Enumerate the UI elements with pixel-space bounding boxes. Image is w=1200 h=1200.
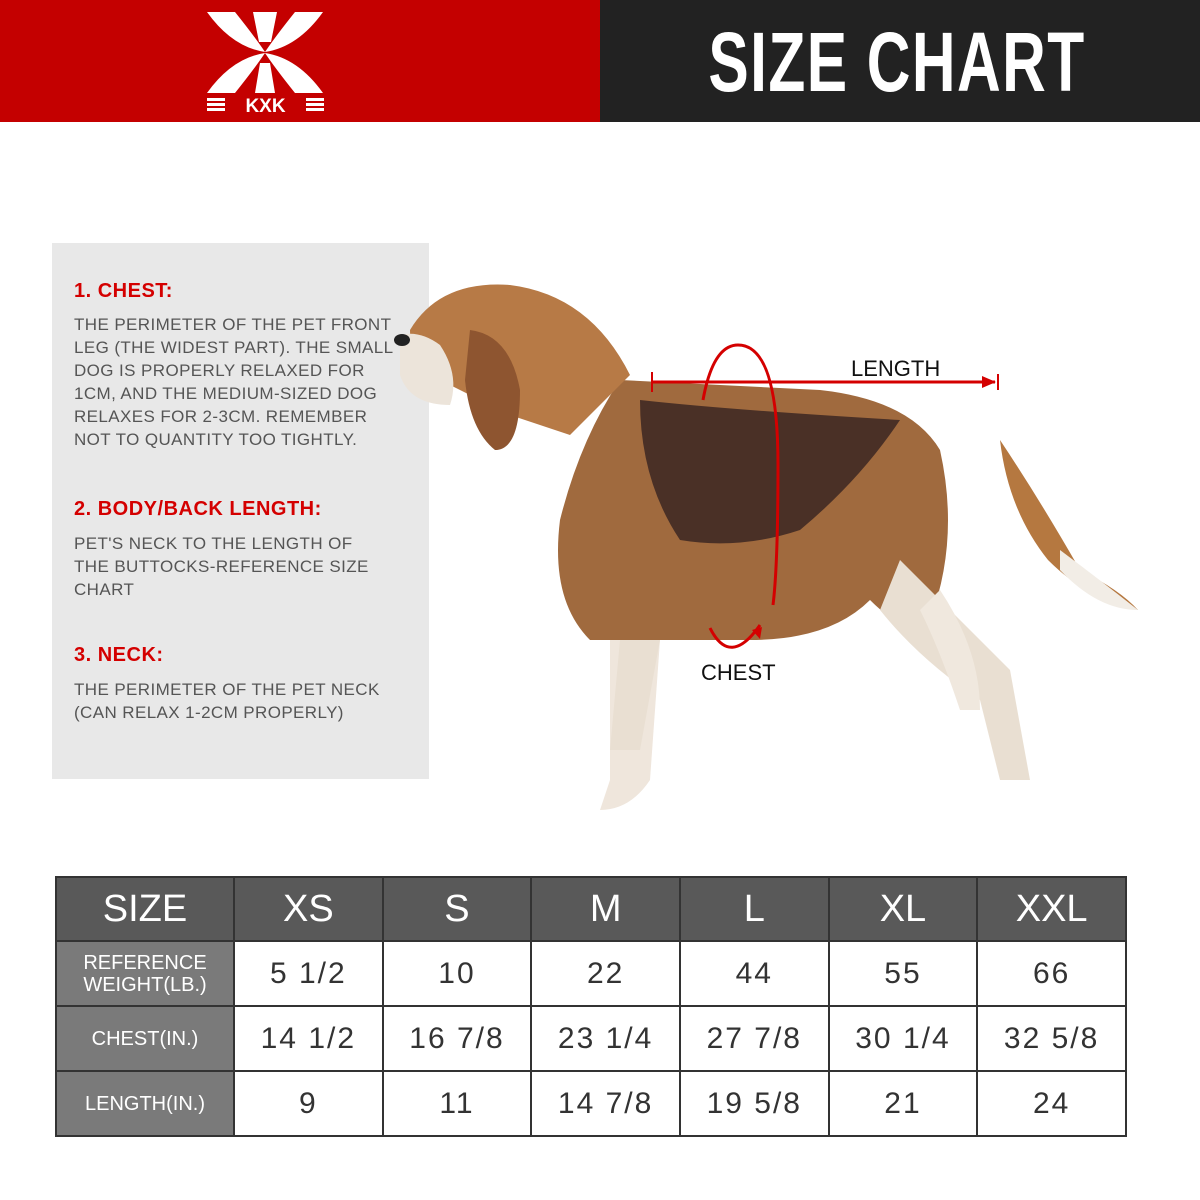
cell: 21	[827, 1070, 979, 1137]
measurement-guide-panel	[52, 243, 429, 779]
row-label-weight: REFERENCE WEIGHT(LB.)	[55, 940, 235, 1007]
table-header-row: SIZE XS S M L XL XXL	[55, 876, 1127, 942]
cell: 22	[530, 940, 681, 1007]
row-label-length: LENGTH(IN.)	[55, 1070, 235, 1137]
row-label-chest: CHEST(IN.)	[55, 1005, 235, 1072]
chest-heading: 1. CHEST:	[74, 280, 173, 302]
cell: 11	[381, 1070, 533, 1137]
cell: 44	[678, 940, 830, 1007]
neck-description: THE PERIMETER OF THE PET NECK (CAN RELAX…	[74, 680, 380, 722]
chest-label: CHEST	[701, 660, 776, 685]
cell: 30 1/4	[827, 1005, 979, 1072]
cell: 23 1/4	[530, 1005, 681, 1072]
cell: 5 1/2	[233, 940, 384, 1007]
header-xs: XS	[233, 876, 384, 942]
header-l: L	[678, 876, 830, 942]
cell: 9	[233, 1070, 384, 1137]
kxk-logo: KXK	[207, 12, 324, 115]
length-label: LENGTH	[851, 356, 941, 381]
neck-heading: 3. NECK:	[74, 644, 164, 666]
size-chart-table: SIZE XS S M L XL XXL REFERENCE WEIGHT(LB…	[55, 876, 1127, 1137]
cell: 27 7/8	[678, 1005, 830, 1072]
dog-illustration	[394, 284, 1138, 810]
length-heading: 2. BODY/BACK LENGTH:	[74, 498, 322, 520]
cell: 55	[827, 940, 979, 1007]
header-s: S	[381, 876, 533, 942]
table-row: LENGTH(IN.) 9 11 14 7/8 19 5/8 21 24	[55, 1070, 1127, 1137]
page-title: SIZE CHART	[708, 15, 1086, 109]
cell: 24	[976, 1070, 1127, 1137]
cell: 14 1/2	[233, 1005, 384, 1072]
svg-text:KXK: KXK	[245, 96, 285, 115]
header-m: M	[530, 876, 681, 942]
cell: 19 5/8	[678, 1070, 830, 1137]
header-xl: XL	[827, 876, 979, 942]
cell: 66	[976, 940, 1127, 1007]
header-size: SIZE	[55, 876, 235, 942]
chest-description: THE PERIMETER OF THE PET FRONT LEG (THE …	[74, 315, 394, 449]
length-description: PET'S NECK TO THE LENGTH OF THE BUTTOCKS…	[74, 534, 369, 599]
cell: 14 7/8	[530, 1070, 681, 1137]
table-row: CHEST(IN.) 14 1/2 16 7/8 23 1/4 27 7/8 3…	[55, 1005, 1127, 1072]
cell: 10	[381, 940, 533, 1007]
header-title-band	[600, 0, 1200, 122]
table-row: REFERENCE WEIGHT(LB.) 5 1/2 10 22 44 55 …	[55, 940, 1127, 1007]
cell: 16 7/8	[381, 1005, 533, 1072]
header-xxl: XXL	[976, 876, 1127, 942]
cell: 32 5/8	[976, 1005, 1127, 1072]
